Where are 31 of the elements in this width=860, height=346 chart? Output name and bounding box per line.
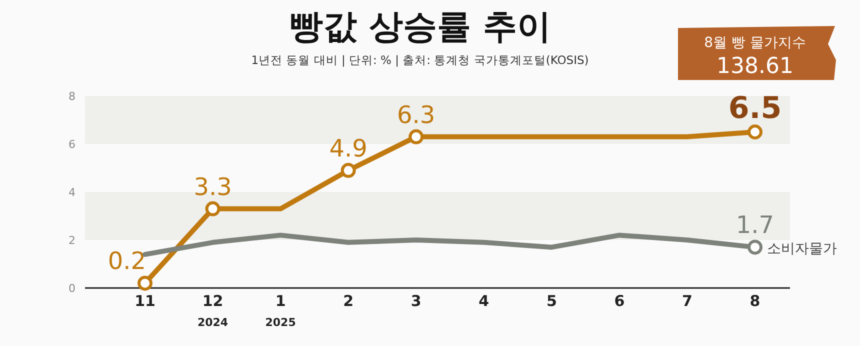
x-tick-label: 8 [750,292,760,310]
text: 8월 빵 물가지수 138.61 [704,35,806,79]
data-label: 1.7 [736,211,774,240]
x-tick-label: 3 [410,292,422,310]
point [748,240,762,255]
data-label: 0.2 [108,247,146,276]
y-tick-label: 2 [68,234,76,247]
data-label: 4.9 [329,134,368,162]
data-label: 6.5 [728,91,782,126]
point [205,201,220,216]
x-tick-label: 2 [343,292,354,310]
y-tick-label: 6 [68,138,76,151]
x-tick-label: 7 [682,292,692,310]
point [748,124,762,140]
x-tick-label: 6 [614,292,625,310]
x-tick-label: 4 [478,292,490,310]
y-tick-label: 8 [68,90,76,103]
data-label: 3.3 [194,172,232,201]
series-label: 소비자물가 [767,241,837,258]
chart-subtitle: 1년전 동월 대비 | 단위: % | 출처: 통계청 국가통계포털(KOSIS) [251,53,589,67]
x-tick-label: 1 2025 [265,292,296,329]
x-tick-label: 5 [546,292,557,310]
x-tick-label: 11 [134,292,156,310]
point [408,129,424,144]
point [138,276,152,291]
chart-title: 빵값 상승률 추이 [289,7,551,47]
x-tick-label: 12 2024 [197,292,228,329]
y-tick-label: 0 [68,282,76,295]
y-tick-label: 4 [68,186,76,199]
data-label: 6.3 [397,100,436,129]
point [340,162,356,178]
